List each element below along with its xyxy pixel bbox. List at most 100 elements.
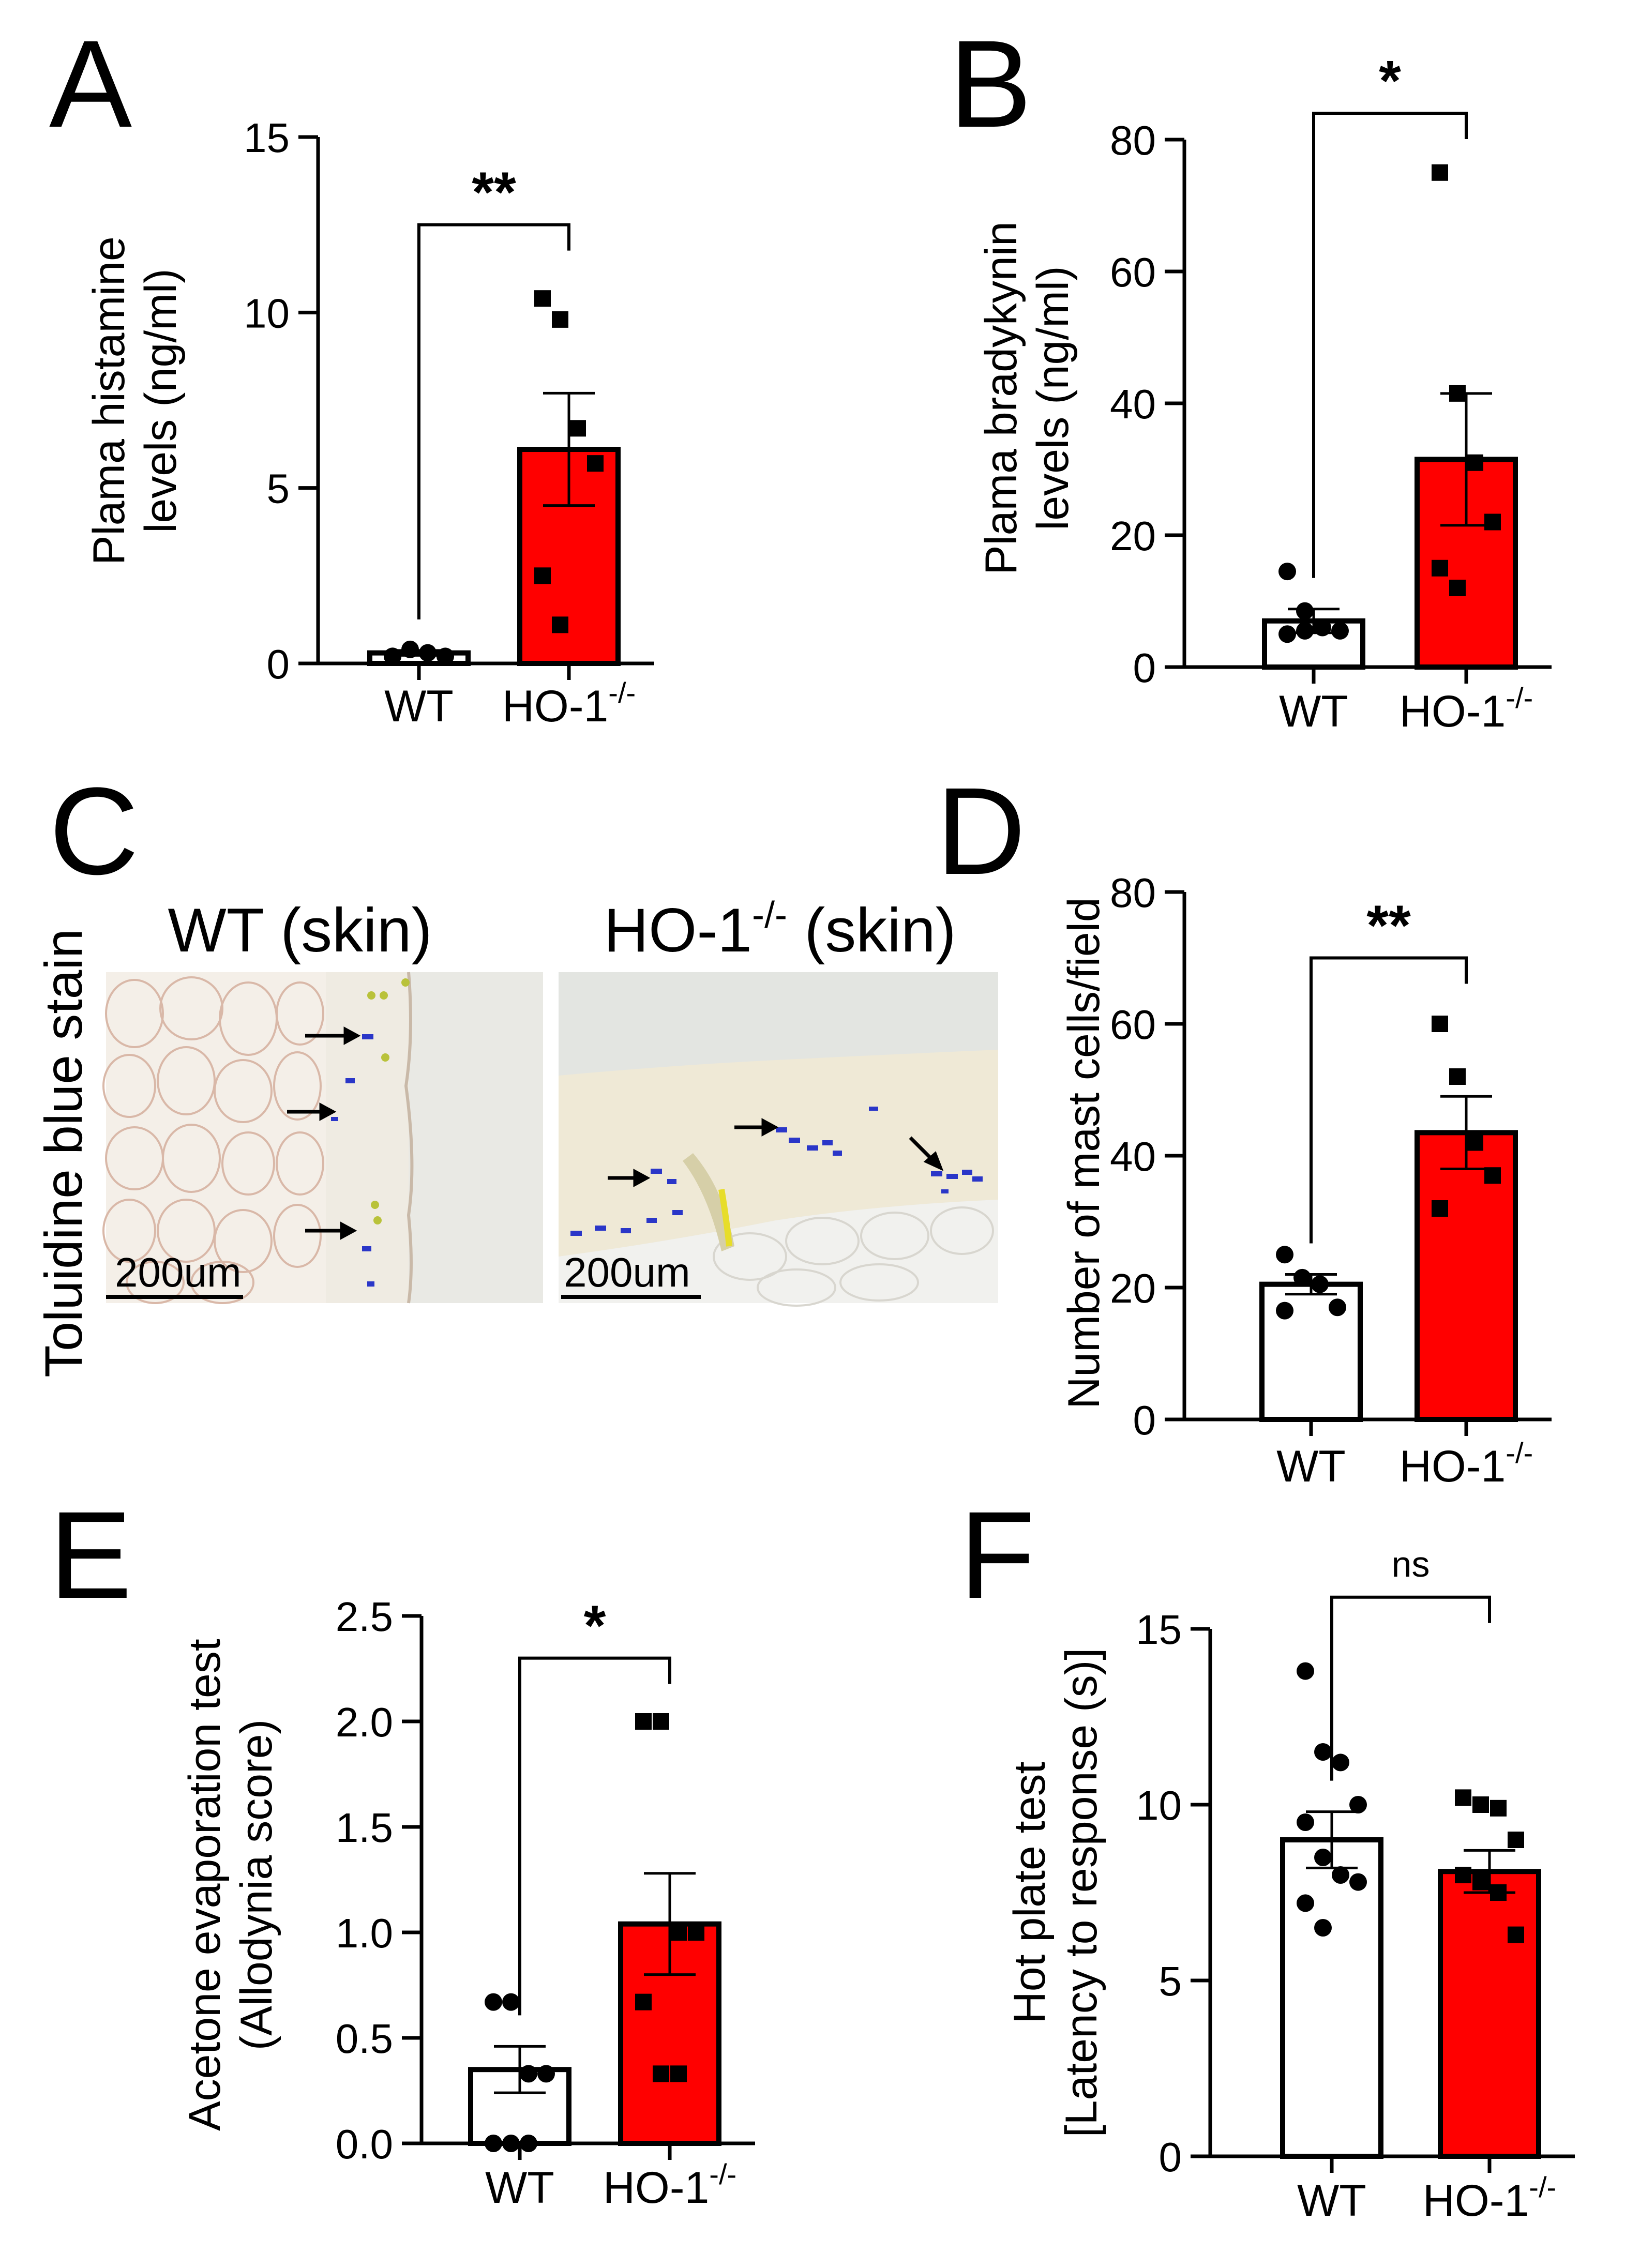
y-tick-label-a-1: 5	[267, 466, 290, 512]
data-point-f-1-5	[1472, 1873, 1489, 1891]
y-tick-label-d-3: 60	[1110, 1002, 1156, 1048]
data-point-d-0-4	[1276, 1302, 1293, 1320]
data-point-f-0-0	[1297, 1662, 1314, 1680]
data-point-a-1-1	[552, 311, 568, 328]
significance-bracket-f	[1330, 1595, 1491, 1781]
chart-panel-b: B 0 20 40 60 80 Plama bradykynin levels (ng/ml)…	[949, 14, 1552, 736]
data-point-f-0-8	[1297, 1894, 1314, 1912]
data-point-b-1-5	[1449, 580, 1466, 596]
category-main-d-1: HO-1	[1400, 1442, 1506, 1491]
data-point-f-0-7	[1349, 1873, 1367, 1891]
data-point-e-0-6	[520, 2135, 537, 2152]
category-sup-f-1: -/-	[1529, 2171, 1556, 2203]
data-point-a-0-2	[419, 644, 437, 662]
data-point-b-1-1	[1449, 385, 1466, 402]
category-main-a-1: HO-1	[502, 682, 608, 731]
data-point-e-0-2	[520, 2065, 537, 2083]
category-main-b-0: WT	[1279, 687, 1348, 736]
chart-panel-e: E 0.0 0.5 1.0 1.5 2.0 2.5 Acetone evaporation t…	[49, 1486, 755, 2213]
data-point-b-1-0	[1432, 164, 1448, 181]
data-point-e-0-5	[502, 2135, 520, 2152]
data-point-d-1-2	[1467, 1134, 1483, 1151]
data-point-e-1-4	[635, 1993, 652, 2010]
significance-bracket-b	[1312, 112, 1468, 578]
y-tick-label-b-4: 80	[1110, 117, 1156, 163]
data-point-f-1-2	[1490, 1800, 1507, 1817]
y-axis-label-d-0: Number of mast cells/field	[1059, 897, 1109, 1409]
data-point-f-0-9	[1314, 1919, 1332, 1937]
ko-skin-title: HO-1-/- (skin)	[604, 895, 956, 965]
y-axis-label-b-1: levels (ng/ml)	[1028, 266, 1078, 530]
data-point-f-0-1	[1314, 1743, 1332, 1761]
data-point-d-1-4	[1432, 1200, 1448, 1217]
data-point-e-1-1	[653, 1713, 669, 1730]
category-label-f-0: WT	[1297, 2176, 1366, 2226]
y-tick-label-f-2: 10	[1136, 1782, 1182, 1828]
category-sup-a-1: -/-	[608, 676, 636, 709]
data-point-e-0-3	[537, 2065, 555, 2083]
data-point-f-1-1	[1472, 1796, 1489, 1813]
category-sup-b-1: -/-	[1506, 682, 1533, 714]
data-point-b-0-5	[1296, 622, 1314, 640]
y-tick-label-a-3: 15	[244, 115, 290, 161]
category-label-d-0: WT	[1276, 1442, 1346, 1491]
y-tick-label-b-2: 40	[1110, 381, 1156, 427]
data-point-a-1-3	[587, 455, 604, 472]
category-sup-d-1: -/-	[1506, 1437, 1533, 1469]
data-point-f-0-2	[1332, 1753, 1349, 1772]
data-point-b-0-4	[1278, 625, 1296, 643]
y-tick-label-e-2: 1.0	[336, 1910, 393, 1956]
y-tick-label-f-1: 5	[1159, 1958, 1182, 2004]
y-tick-label-d-2: 40	[1110, 1133, 1156, 1180]
bar-f-1	[1438, 1869, 1541, 2159]
data-point-f-1-4	[1455, 1867, 1471, 1883]
y-tick-label-a-2: 10	[244, 290, 290, 336]
data-point-f-0-6	[1332, 1866, 1349, 1884]
data-point-b-0-3	[1331, 622, 1349, 640]
y-tick-label-b-3: 60	[1110, 249, 1156, 295]
y-tick-label-e-3: 1.5	[336, 1805, 393, 1851]
data-point-d-1-0	[1432, 1016, 1448, 1032]
y-tick-label-d-1: 20	[1110, 1265, 1156, 1311]
data-point-f-1-3	[1508, 1832, 1524, 1848]
y-tick-label-f-0: 0	[1159, 2134, 1182, 2180]
category-main-e-0: WT	[485, 2163, 554, 2213]
data-point-b-0-1	[1296, 602, 1314, 620]
category-main-d-0: WT	[1276, 1442, 1346, 1491]
y-axis-label-a-1: levels (ng/ml)	[136, 268, 186, 533]
data-point-a-0-1	[401, 640, 419, 658]
data-point-b-1-3	[1484, 513, 1501, 531]
category-main-b-1: HO-1	[1400, 687, 1506, 736]
data-point-e-1-6	[670, 2065, 687, 2082]
data-point-b-1-2	[1467, 454, 1483, 471]
panel-letter-d: D	[936, 762, 1026, 900]
significance-label-d: **	[1366, 894, 1411, 958]
data-point-e-1-0	[635, 1713, 652, 1730]
wt-skin-title: WT (skin)	[168, 896, 432, 965]
data-point-e-1-2	[670, 1924, 687, 1941]
y-axis-label-a-0: Plama histamine	[84, 236, 134, 565]
y-tick-label-e-4: 2.0	[336, 1699, 393, 1745]
toluidine-stain-label: Toluidine blue stain	[34, 929, 93, 1378]
significance-label-e: *	[584, 1594, 606, 1658]
significance-label-a: **	[472, 161, 516, 224]
data-point-d-0-2	[1311, 1275, 1329, 1293]
data-point-d-0-0	[1276, 1246, 1293, 1264]
category-sup-e-1: -/-	[709, 2158, 736, 2190]
y-axis-label-b-0: Plama bradykynin	[976, 221, 1026, 575]
category-main-f-1: HO-1	[1423, 2176, 1529, 2226]
data-point-f-0-5	[1314, 1849, 1332, 1866]
wt-scale-label: 200um	[115, 1249, 242, 1295]
data-point-b-0-0	[1278, 563, 1296, 581]
y-tick-label-b-0: 0	[1133, 645, 1156, 691]
y-axis-label-f-1: [Latency to response (s)]	[1057, 1648, 1106, 2137]
y-axis-label-f-0: Hot plate test	[1005, 1762, 1055, 2024]
data-point-f-1-7	[1508, 1926, 1524, 1943]
data-point-f-0-4	[1297, 1813, 1314, 1831]
ko-scale-label: 200um	[564, 1249, 690, 1295]
panel-letter-b: B	[949, 14, 1032, 153]
chart-panel-a: A 0 5 10 15 Plama histamine levels (ng/ml) WT HO…	[49, 14, 654, 731]
data-point-a-1-5	[552, 616, 568, 633]
y-axis-label-e-1: (Allodynia score)	[232, 1719, 281, 2050]
